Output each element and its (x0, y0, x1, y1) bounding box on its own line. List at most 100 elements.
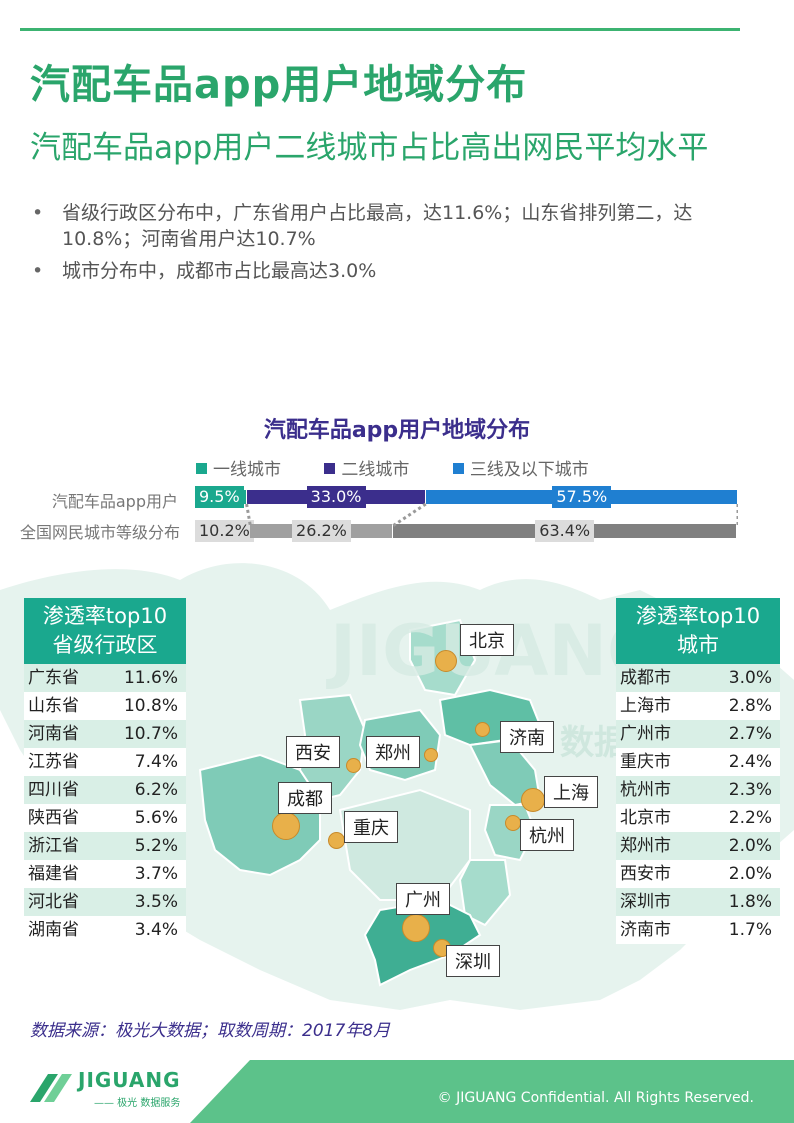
province-row-name: 河南省 (28, 724, 79, 744)
bullet-item: 省级行政区分布中，广东省用户占比最高，达11.6%；山东省排列第二，达10.8%… (28, 200, 748, 252)
bubble-chengdu (272, 812, 300, 840)
province-row-value: 5.6% (134, 808, 178, 828)
chart-title: 汽配车品app用户地域分布 (263, 418, 531, 443)
province-row-name: 江苏省 (28, 752, 79, 772)
connector-line (391, 502, 427, 528)
map-guangdong (363, 898, 482, 987)
bubble-shanghai (521, 788, 545, 812)
jiguang-logo-icon (30, 1074, 72, 1102)
bar-data-label: 57.5% (552, 486, 612, 508)
city-label-shenzhen: 深圳 (446, 945, 500, 977)
province-row-value: 10.7% (123, 724, 178, 744)
bubble-xian (346, 758, 361, 773)
city-row-value: 1.8% (728, 892, 772, 912)
city-label-beijing: 北京 (460, 624, 514, 656)
legend-item-tier1: 一线城市 (196, 460, 281, 480)
city-heading-line1: 渗透率top10 (635, 604, 761, 628)
city-row-value: 2.0% (728, 864, 772, 884)
bar-data-label: 9.5% (195, 486, 244, 508)
bar-data-label: 33.0% (306, 486, 366, 508)
city-row-value: 2.7% (728, 724, 772, 744)
city-row-value: 2.4% (728, 752, 772, 772)
city-label-shanghai: 上海 (544, 776, 598, 808)
city-row-name: 西安市 (620, 864, 671, 884)
footer-logo-sub: —— 极光 数据服务 (94, 1098, 181, 1109)
row-label-national: 全国网民城市等级分布 (20, 523, 181, 542)
city-label-hangzhou: 杭州 (520, 819, 574, 851)
chart-legend: 一线城市 二线城市 三线及以下城市 (196, 455, 627, 480)
city-row: 北京市 2.2% (616, 804, 780, 832)
province-row: 湖南省 3.4% (24, 916, 186, 944)
province-row-value: 11.6% (123, 668, 178, 688)
bullet-list: 省级行政区分布中，广东省用户占比最高，达11.6%；山东省排列第二，达10.8%… (28, 200, 748, 290)
row-label-app: 汽配车品app用户 (51, 492, 178, 511)
city-panel-heading: 渗透率top10 城市 (616, 598, 780, 664)
legend-item-tier2: 二线城市 (324, 460, 409, 480)
city-row-name: 上海市 (620, 696, 671, 716)
city-row: 重庆市 2.4% (616, 748, 780, 776)
province-row: 河南省 10.7% (24, 720, 186, 748)
city-row: 广州市 2.7% (616, 720, 780, 748)
province-row-name: 山东省 (28, 696, 79, 716)
page-subtitle: 汽配车品app用户二线城市占比高出网民平均水平 (30, 130, 709, 166)
city-row-name: 成都市 (620, 668, 671, 688)
city-row-value: 2.0% (728, 836, 772, 856)
province-row: 河北省 3.5% (24, 888, 186, 916)
province-top10-panel: 渗透率top10 省级行政区 广东省 11.6% 山东省 10.8% 河南省 10.7% 江… (24, 598, 186, 944)
province-row-value: 3.4% (134, 920, 178, 940)
province-row-value: 3.5% (134, 892, 178, 912)
city-label-chongqing: 重庆 (344, 811, 398, 843)
city-row-name: 重庆市 (620, 752, 671, 772)
province-heading-line2: 省级行政区 (52, 633, 158, 657)
city-row-value: 3.0% (728, 668, 772, 688)
city-row: 郑州市 2.0% (616, 832, 780, 860)
bubble-guangzhou (402, 914, 430, 942)
city-label-jinan: 济南 (500, 721, 554, 753)
footer-copyright: © JIGUANG Confidential. All Rights Reser… (437, 1090, 754, 1106)
province-row-value: 7.4% (134, 752, 178, 772)
bar-data-label: 63.4% (535, 520, 595, 542)
city-row-name: 广州市 (620, 724, 671, 744)
province-row: 山东省 10.8% (24, 692, 186, 720)
city-row-value: 1.7% (728, 920, 772, 940)
bubble-zhengzhou (424, 748, 438, 762)
city-row: 深圳市 1.8% (616, 888, 780, 916)
city-row-name: 深圳市 (620, 892, 671, 912)
province-row-value: 10.8% (123, 696, 178, 716)
bubble-beijing (435, 650, 457, 672)
footer-logo-text: JIGUANG (78, 1068, 181, 1092)
city-label-xian: 西安 (286, 736, 340, 768)
province-row-name: 河北省 (28, 892, 79, 912)
page-title: 汽配车品app用户地域分布 (30, 62, 528, 108)
city-row-value: 2.8% (728, 696, 772, 716)
city-row: 成都市 3.0% (616, 664, 780, 692)
bubble-chongqing (328, 832, 345, 849)
footer-band (190, 1060, 794, 1123)
province-rows: 广东省 11.6% 山东省 10.8% 河南省 10.7% 江苏省 7.4% 四川省 6.2% 陕西… (24, 664, 186, 944)
province-panel-heading: 渗透率top10 省级行政区 (24, 598, 186, 664)
bar-data-label: 10.2% (195, 520, 254, 542)
bubble-jinan (475, 722, 490, 737)
province-row-name: 湖南省 (28, 920, 79, 940)
province-row-name: 四川省 (28, 780, 79, 800)
bar-connector-lines (245, 502, 738, 528)
province-row: 陕西省 5.6% (24, 804, 186, 832)
province-row-name: 浙江省 (28, 836, 79, 856)
stacked-bar-area: 9.5% 33.0% 57.5% 10.2% 26.2% 63.4% (195, 482, 738, 552)
city-rows: 成都市 3.0% 上海市 2.8% 广州市 2.7% 重庆市 2.4% 杭州市 2.3% 北京市 2.… (616, 664, 780, 944)
top-divider (20, 28, 740, 31)
legend-swatch (452, 463, 464, 474)
city-row-value: 2.2% (728, 808, 772, 828)
city-top10-panel: 渗透率top10 城市 成都市 3.0% 上海市 2.8% 广州市 2.7% 重庆市 2.4%… (616, 598, 780, 944)
bar-data-label: 26.2% (292, 520, 351, 542)
province-row-name: 陕西省 (28, 808, 79, 828)
city-row-name: 北京市 (620, 808, 671, 828)
city-label-zhengzhou: 郑州 (366, 736, 420, 768)
city-row-name: 济南市 (620, 920, 671, 940)
province-row: 福建省 3.7% (24, 860, 186, 888)
legend-swatch (324, 463, 336, 474)
province-row-value: 5.2% (134, 836, 178, 856)
map-fujian (458, 859, 512, 927)
data-source-note: 数据来源：极光大数据；取数周期：2017年8月 (30, 1021, 391, 1041)
province-row-value: 3.7% (134, 864, 178, 884)
